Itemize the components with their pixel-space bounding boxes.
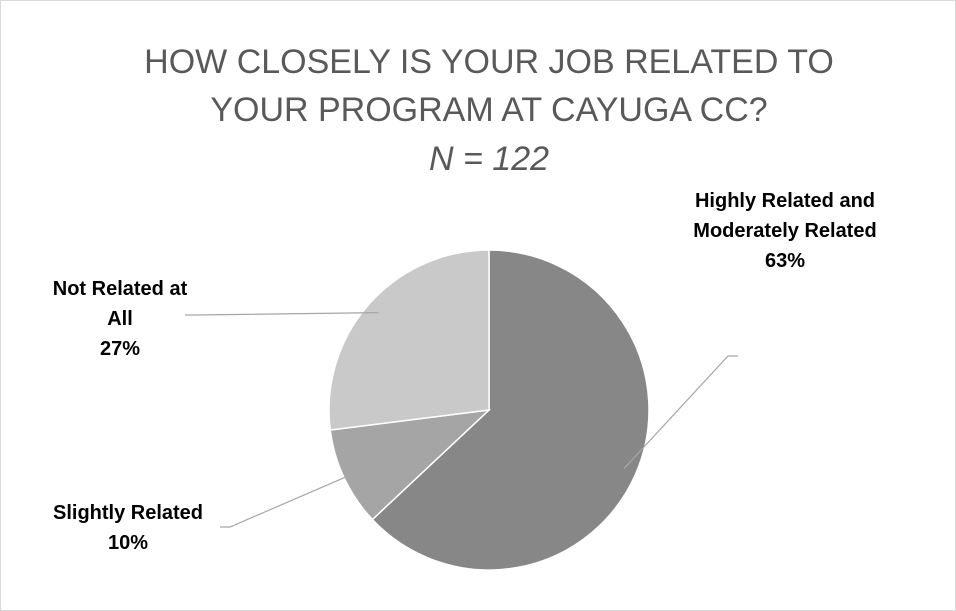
- value-label: 27%: [99, 338, 141, 360]
- chart-subtitle: N = 122: [428, 140, 550, 178]
- value-label: 63%: [764, 250, 806, 272]
- data-label: Not Related at All 27%: [40, 274, 200, 364]
- pie-slice: [371, 249, 650, 571]
- leader-line: [220, 472, 357, 528]
- category-label: Slightly Related: [52, 502, 204, 524]
- chart-title: HOW CLOSELY IS YOUR JOB RELATED TO YOUR …: [144, 43, 834, 129]
- pie-slice: [328, 249, 490, 431]
- leader-line: [185, 312, 379, 316]
- data-label: Highly Related and Moderately Related 63%: [675, 186, 895, 276]
- leader-line: [623, 355, 738, 469]
- data-label: Slightly Related 10%: [18, 498, 238, 558]
- category-label: Not Related at All: [52, 278, 188, 330]
- category-label: Highly Related and Moderately Related: [693, 190, 877, 242]
- value-label: 10%: [107, 532, 149, 554]
